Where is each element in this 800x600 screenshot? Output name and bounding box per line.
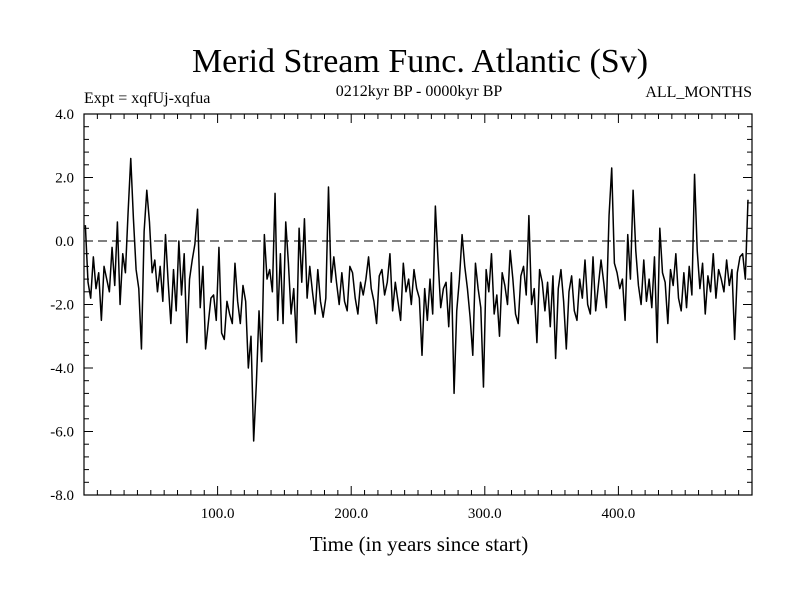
- x-tick-label: 300.0: [468, 506, 502, 522]
- x-tick-label: 200.0: [334, 506, 368, 522]
- plot-frame: [83, 113, 753, 496]
- tick-labels: 100.0 200.0 300.0 400.0 4.0 2.0 0.0 -2.0 -4.0 -6.…: [50, 107, 635, 522]
- x-tick-label: 400.0: [602, 506, 636, 522]
- y-tick-label: -4.0: [50, 361, 74, 377]
- x-axis-label: Time (in years since start): [310, 532, 529, 556]
- y-tick-label: -2.0: [50, 298, 74, 314]
- months-label: ALL_MONTHS: [645, 84, 752, 101]
- y-tick-label: 2.0: [55, 171, 74, 187]
- series-line: [84, 157, 749, 442]
- axis-ticks: [84, 114, 752, 495]
- y-tick-label: 0.0: [55, 234, 74, 250]
- time-range-subtitle: 0212kyr BP - 0000kyr BP: [336, 83, 503, 100]
- y-tick-label: -6.0: [50, 425, 74, 441]
- chart-title: Merid Stream Func. Atlantic (Sv): [192, 43, 648, 80]
- y-tick-label: -8.0: [50, 488, 74, 504]
- experiment-label: Expt = xqfUj-xqfua: [84, 90, 210, 107]
- y-tick-label: 4.0: [55, 107, 74, 123]
- x-tick-label: 100.0: [201, 506, 235, 522]
